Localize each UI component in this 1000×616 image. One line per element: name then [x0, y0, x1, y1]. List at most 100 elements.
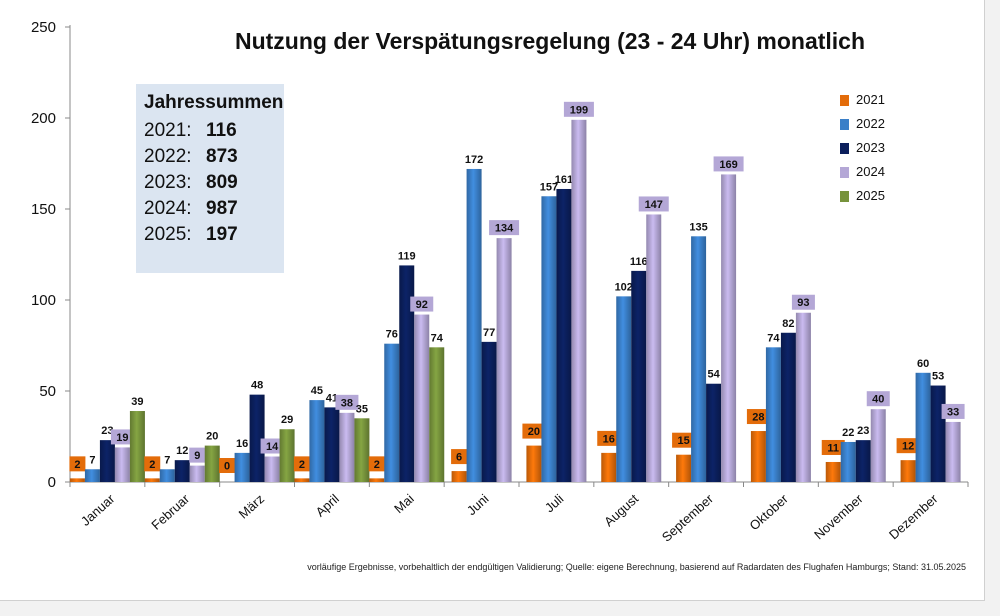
legend-label: 2021 [856, 92, 885, 107]
bar-2022-Mai [384, 343, 400, 482]
legend-label: 2022 [856, 116, 885, 131]
data-label: 172 [465, 154, 483, 166]
data-label: 23 [101, 425, 113, 437]
data-label: 2 [74, 459, 80, 471]
bar-2022-Juli [541, 196, 557, 482]
data-label: 23 [857, 425, 869, 437]
bar-2024-Februar [189, 465, 205, 482]
bar-2021-August [601, 452, 617, 482]
data-label: 0 [224, 461, 230, 473]
data-label-box [293, 456, 310, 472]
data-label: 92 [416, 299, 428, 311]
bar-2023-Juni [481, 341, 497, 482]
y-tick-label: 200 [31, 110, 56, 127]
yearly-totals-box: Jahressummen 2021: 116 2022: 873 2023: 809 … [136, 84, 284, 273]
bar-2023-März [249, 394, 265, 482]
yearly-totals-heading: Jahressummen [144, 92, 284, 113]
bar-2023-September [706, 383, 722, 482]
yearly-total-value: 987 [206, 198, 238, 219]
y-tick-label: 0 [48, 474, 56, 491]
data-label-box [896, 438, 920, 454]
x-tick-label: Juni [464, 491, 492, 518]
x-tick-label: Mai [391, 491, 417, 516]
x-tick-label: März [236, 491, 268, 521]
data-label: 29 [281, 414, 293, 426]
data-label-box [791, 294, 815, 310]
y-tick-label: 50 [39, 383, 56, 400]
data-label: 16 [603, 433, 615, 445]
bar-2021-November [825, 461, 841, 482]
data-label-box [368, 456, 385, 472]
data-label: 116 [630, 256, 648, 268]
bar-2021-Juni [451, 471, 467, 482]
y-tick-label: 250 [31, 19, 56, 36]
x-tick-label: August [601, 491, 641, 529]
bar-2023-April [324, 407, 340, 482]
data-label-box [941, 403, 965, 419]
data-label: 48 [251, 380, 263, 392]
yearly-total-value: 809 [206, 172, 238, 193]
source-footnote: vorläufige Ergebnisse, vorbehaltlich der… [307, 562, 966, 572]
bar-2022-April [309, 400, 325, 482]
legend-swatch [840, 191, 849, 202]
data-label: 74 [431, 332, 444, 344]
bar-2024-Oktober [795, 312, 811, 482]
yearly-total-row: 2025: 197 [144, 224, 238, 246]
x-tick-label: Januar [78, 491, 118, 529]
bar-2021-Februar [144, 478, 160, 482]
data-label: 14 [266, 441, 279, 453]
bar-2024-April [339, 412, 355, 482]
data-label: 12 [176, 445, 188, 457]
legend-label: 2025 [856, 188, 885, 203]
bar-2024-März [264, 456, 280, 482]
data-label: 33 [947, 406, 959, 418]
yearly-total-row: 2023: 809 [144, 172, 238, 194]
yearly-total-row: 2024: 987 [144, 198, 238, 220]
data-label: 7 [89, 454, 95, 466]
legend-label: 2023 [856, 140, 885, 155]
bar-2021-Oktober [750, 431, 766, 482]
x-tick-label: April [313, 491, 342, 520]
bar-2021-September [676, 454, 692, 482]
bar-2022-November [840, 441, 856, 482]
bar-2024-Januar [114, 447, 130, 482]
data-label: 102 [615, 281, 633, 293]
data-label-box [746, 409, 770, 425]
bar-2022-September [691, 236, 707, 482]
y-tick-label: 150 [31, 201, 56, 218]
bar-2022-Februar [159, 469, 175, 482]
bar-2024-Mai [414, 314, 430, 482]
data-label-box [69, 456, 86, 472]
data-label-box [189, 447, 206, 463]
legend-swatch [840, 143, 849, 154]
yearly-total-year: 2021: [144, 120, 192, 141]
data-label: 157 [540, 181, 558, 193]
data-label: 169 [719, 159, 737, 171]
bar-2025-März [279, 429, 295, 482]
legend-swatch [840, 119, 849, 130]
data-label: 15 [677, 435, 689, 447]
bar-2025-April [354, 418, 370, 482]
data-label: 9 [194, 450, 200, 462]
yearly-total-year: 2023: [144, 172, 192, 193]
data-label-box [219, 458, 236, 473]
bar-2023-November [855, 440, 871, 482]
data-label: 119 [398, 250, 416, 262]
x-tick-label: September [659, 491, 717, 545]
yearly-total-year: 2022: [144, 146, 192, 167]
data-label: 7 [164, 454, 170, 466]
data-label-box [597, 430, 621, 446]
bar-2025-Mai [429, 347, 445, 482]
data-label: 11 [827, 442, 839, 454]
bar-2025-Januar [129, 411, 145, 482]
bar-2022-Juni [466, 168, 482, 482]
bar-2021-Mai [369, 478, 385, 482]
data-label: 39 [131, 396, 143, 408]
data-label: 20 [206, 431, 218, 443]
data-label-box [451, 449, 468, 465]
data-label: 2 [374, 459, 380, 471]
data-label: 6 [456, 452, 462, 464]
x-tick-label: Dezember [886, 491, 941, 543]
data-label-box [713, 156, 744, 172]
